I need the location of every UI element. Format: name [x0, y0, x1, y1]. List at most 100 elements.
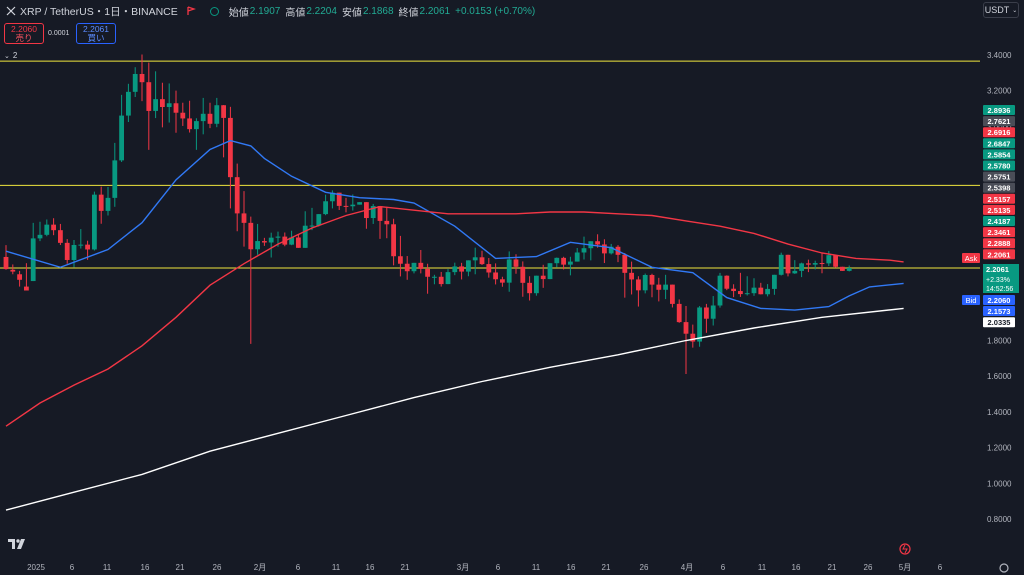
candle-body — [670, 284, 675, 304]
price-tag-bg — [983, 306, 1015, 316]
price-tag: 2.5157 — [988, 195, 1011, 204]
candle-body — [758, 287, 764, 295]
candle-body — [302, 225, 308, 248]
price-tag: 2.7621 — [988, 117, 1011, 126]
high-label: 高値 — [285, 7, 306, 19]
symbol-title[interactable]: XRP / TetherUS・1日・BINANCE — [20, 5, 178, 18]
candle-body — [234, 177, 240, 214]
event-marker-icon[interactable] — [899, 543, 911, 555]
bid-price: 2.2060 — [988, 296, 1011, 305]
candle-body — [833, 255, 838, 267]
price-tag-bg — [983, 216, 1015, 226]
tradingview-logo-icon[interactable] — [8, 538, 28, 550]
candle-body — [44, 224, 50, 235]
time-axis-tick: 6 — [938, 563, 943, 572]
time-axis-tick: 26 — [640, 563, 649, 572]
candle-body — [846, 268, 852, 271]
candle-body — [228, 117, 233, 178]
candle-body — [642, 274, 648, 291]
candle-body — [323, 201, 328, 215]
time-axis-tick: 2月 — [254, 563, 266, 572]
currency-label: USDT — [984, 5, 1010, 15]
candle-body — [500, 279, 505, 283]
candle-body — [636, 279, 641, 291]
price-axis-tick: 1.0000 — [987, 479, 1012, 488]
time-axis-tick: 21 — [828, 563, 837, 572]
candle-body — [166, 103, 172, 108]
settings-gear-icon[interactable] — [999, 563, 1009, 573]
price-tag-bg — [983, 238, 1015, 249]
ask-label: Ask — [965, 254, 978, 263]
candle-body — [738, 291, 743, 295]
candle-body — [160, 99, 165, 108]
price-tag-bg — [983, 149, 1015, 160]
sell-label: 売り — [15, 32, 33, 43]
candle-body — [744, 293, 750, 295]
bid-label: Bid — [966, 296, 977, 305]
chevron-down-icon: ⌄ — [4, 52, 10, 60]
market-open-icon — [209, 6, 219, 16]
price-tag-bg — [983, 138, 1015, 149]
candle-body — [98, 194, 104, 211]
candle-body — [194, 121, 199, 130]
price-tag-bg — [983, 105, 1015, 115]
time-axis-tick: 26 — [864, 563, 873, 572]
time-axis-tick: 6 — [496, 563, 501, 572]
time-axis-tick: 2025 — [27, 563, 45, 572]
candle-body — [472, 257, 478, 261]
time-axis-tick: 16 — [567, 563, 576, 572]
candle-body — [676, 303, 682, 323]
candle-body — [10, 269, 16, 272]
buy-button[interactable]: 2.2061 買い — [76, 23, 116, 44]
close-label: 終値 — [398, 7, 419, 19]
price-tag: 2.5854 — [988, 150, 1012, 159]
candle-body — [812, 263, 818, 265]
candle-body — [350, 204, 356, 207]
candle-body — [330, 192, 335, 202]
sell-button[interactable]: 2.2060 売り — [4, 23, 44, 44]
candle-body — [78, 244, 84, 246]
candle-body — [92, 194, 97, 250]
close-value: 2.2061 — [419, 5, 451, 17]
price-axis-tick: 3.4000 — [987, 51, 1012, 60]
time-axis-tick: 6 — [70, 563, 75, 572]
price-axis-tick: 1.8000 — [987, 336, 1012, 345]
candle-body — [479, 257, 485, 265]
candle-body — [207, 113, 213, 124]
time-axis-tick: 6 — [296, 563, 301, 572]
candle-body — [24, 286, 29, 291]
currency-selector[interactable]: USDT ⌄ — [983, 2, 1019, 18]
current-price-bg — [983, 264, 1019, 293]
price-tag-bg — [983, 227, 1015, 238]
alert-flag-icon[interactable] — [186, 6, 196, 16]
candle-body — [772, 274, 777, 289]
price-tag: 2.5398 — [988, 184, 1011, 193]
price-tag: 2.3461 — [988, 228, 1011, 237]
candle-body — [785, 254, 791, 274]
candle-body — [146, 82, 152, 111]
candle-body — [132, 73, 138, 92]
price-tag: 2.0335 — [988, 318, 1011, 327]
chart-header: XRP / TetherUS・1日・BINANCE 始値 2.1907 高値 2… — [0, 0, 540, 22]
candle-body — [432, 276, 437, 278]
candle-body — [513, 259, 519, 267]
candle-body — [629, 272, 634, 280]
candle-body — [343, 205, 349, 207]
candle-body — [187, 118, 192, 130]
price-tag: 2.5135 — [988, 206, 1011, 215]
candle-body — [602, 244, 607, 254]
price-tag: 2.5780 — [988, 162, 1011, 171]
candle-body — [214, 105, 220, 124]
candle-body — [173, 103, 179, 113]
candle-body — [778, 254, 784, 275]
candle-body — [799, 263, 804, 271]
time-axis-tick: 4月 — [681, 563, 693, 572]
candle-body — [296, 237, 301, 248]
candle-body — [289, 237, 294, 245]
candle-body — [506, 259, 512, 283]
indicator-toggle[interactable]: ⌄ 2 — [4, 49, 26, 62]
candle-body — [51, 224, 56, 231]
low-value: 2.1868 — [362, 5, 394, 17]
candle-body — [520, 266, 526, 283]
